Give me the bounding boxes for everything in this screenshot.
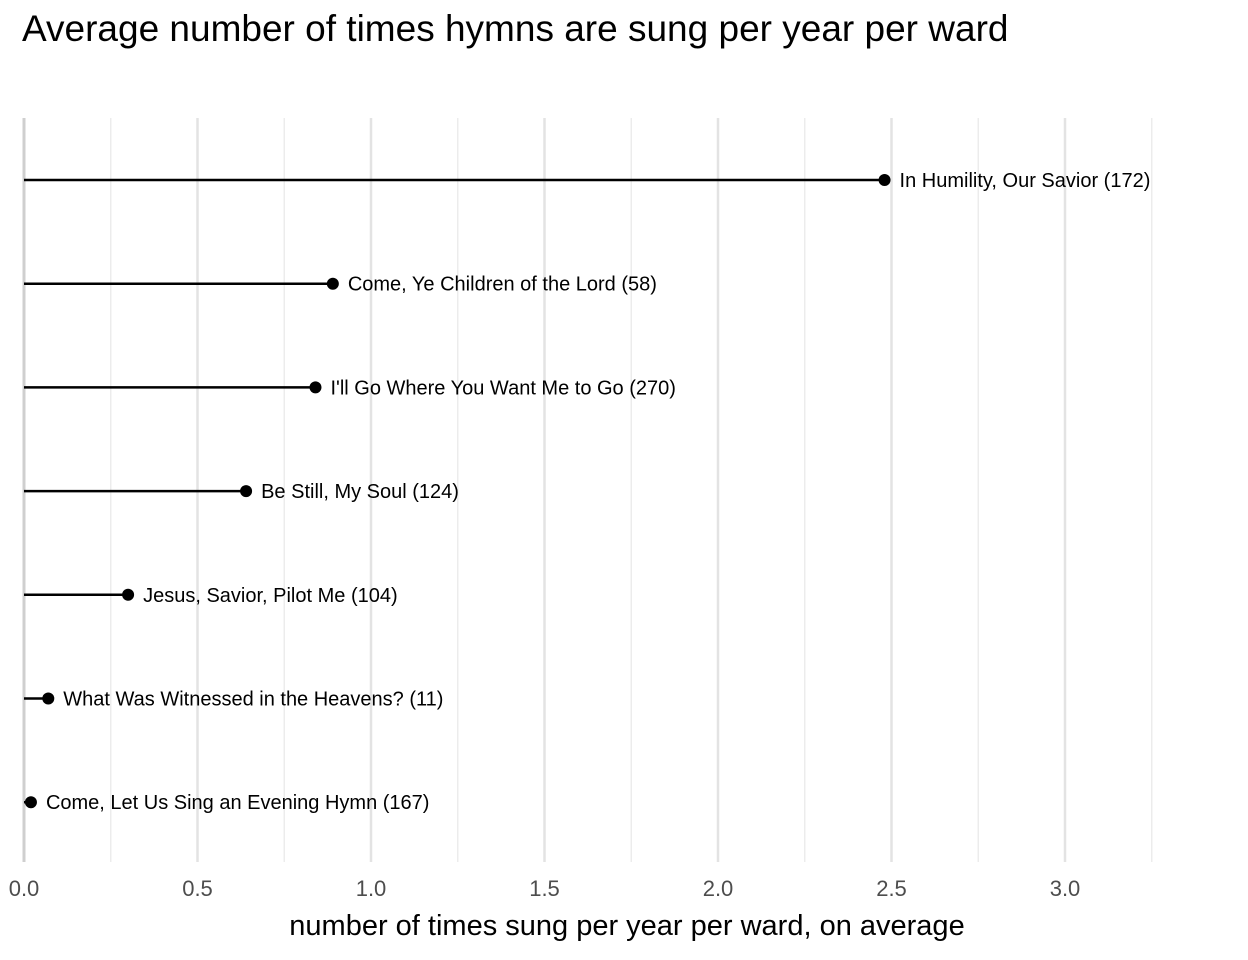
grid-lines bbox=[22, 118, 1153, 862]
lollipop-point bbox=[122, 588, 135, 601]
lollipop-point bbox=[326, 277, 339, 290]
point-label: Be Still, My Soul (124) bbox=[261, 481, 459, 503]
x-tick-label: 1.5 bbox=[529, 876, 560, 901]
point-label: What Was Witnessed in the Heavens? (11) bbox=[63, 689, 443, 711]
lollipop-point bbox=[42, 692, 55, 705]
point-label: Jesus, Savior, Pilot Me (104) bbox=[143, 585, 398, 607]
x-axis-title: number of times sung per year per ward, … bbox=[289, 910, 964, 942]
lollipop-point bbox=[24, 796, 37, 809]
x-tick-label: 2.5 bbox=[876, 876, 907, 901]
point-label: I'll Go Where You Want Me to Go (270) bbox=[330, 377, 675, 399]
x-tick-label: 3.0 bbox=[1050, 876, 1081, 901]
chart-marks: In Humility, Our Savior (172) Come, Ye Ch… bbox=[24, 170, 1150, 814]
x-tick-label: 1.0 bbox=[356, 876, 387, 901]
chart-title: Average number of times hymns are sung p… bbox=[22, 8, 1009, 49]
x-tick-label: 2.0 bbox=[703, 876, 734, 901]
lollipop-point bbox=[309, 381, 322, 394]
lollipop-point bbox=[878, 174, 891, 186]
point-label: In Humility, Our Savior (172) bbox=[900, 170, 1151, 192]
lollipop-point bbox=[240, 485, 253, 498]
x-tick-label: 0.0 bbox=[9, 876, 40, 901]
x-axis-ticks: 0.0 0.5 1.0 1.5 2.0 2.5 3.0 bbox=[9, 876, 1081, 901]
x-tick-label: 0.5 bbox=[182, 876, 213, 901]
point-label: Come, Let Us Sing an Evening Hymn (167) bbox=[46, 792, 430, 814]
point-label: Come, Ye Children of the Lord (58) bbox=[348, 274, 657, 296]
